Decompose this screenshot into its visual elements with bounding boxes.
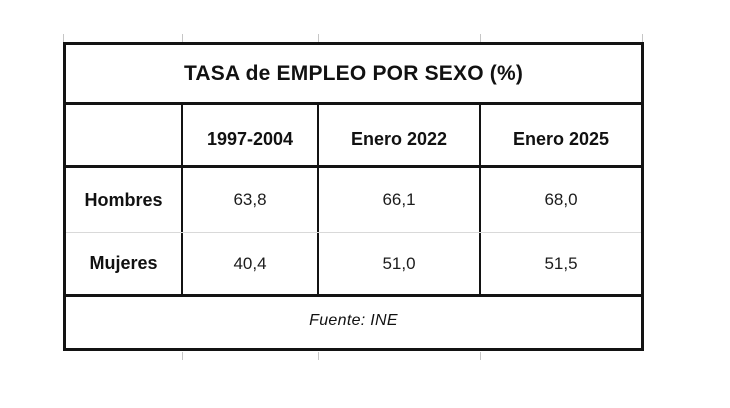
gridline-tick [182,352,183,360]
gridline-tick [63,34,64,42]
gridline-tick [318,34,319,42]
value-cell: 68,0 [544,190,578,209]
table-source-row: Fuente: INE [66,297,641,345]
table-row: Hombres 63,8 66,1 68,0 [66,168,641,233]
row-label: Mujeres [66,233,183,294]
value-cell: 51,0 [319,233,481,294]
row-label: Hombres [66,168,183,232]
table-title: TASA de EMPLEO POR SEXO (%) [183,61,524,85]
gridline-tick [182,34,183,42]
value-cell: 40,4 [183,233,319,294]
table-row: Mujeres 40,4 51,0 51,5 [66,233,641,297]
column-header: Enero 2025 [512,128,610,149]
value-cell: 66,1 [319,168,481,232]
column-header: 1997-2004 [183,105,319,165]
table-title-row: TASA de EMPLEO POR SEXO (%) [66,45,641,105]
gridline-tick [642,34,643,42]
source-text: Fuente: INE [309,312,398,329]
employment-rate-table: TASA de EMPLEO POR SEXO (%) 1997-2004 En… [63,42,644,351]
gridline-tick [480,352,481,360]
column-header: Enero 2022 [319,105,481,165]
gridline-tick [480,34,481,42]
value-cell: 51,5 [544,253,578,273]
value-cell: 63,8 [183,168,319,232]
table-header-row: 1997-2004 Enero 2022 Enero 2025 [66,105,641,168]
gridline-tick [318,352,319,360]
header-cell-empty [66,105,183,165]
